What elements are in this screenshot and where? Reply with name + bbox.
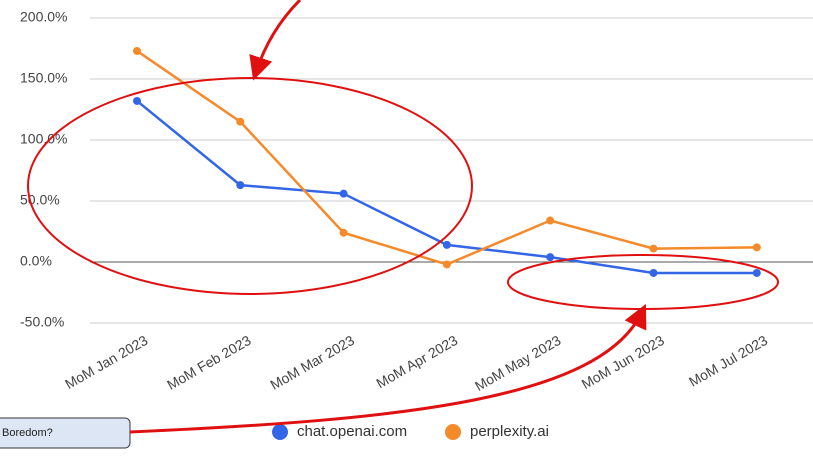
x-tick-label: MoM Apr 2023 <box>373 332 460 391</box>
annotation-box <box>0 417 131 449</box>
data-point <box>546 253 555 262</box>
legend-label: perplexity.ai <box>470 423 549 440</box>
x-tick-label: MoM Feb 2023 <box>164 332 254 393</box>
series-line <box>136 49 757 266</box>
arrow <box>249 0 302 81</box>
data-point <box>546 216 555 225</box>
data-point <box>649 268 658 277</box>
data-point <box>442 260 451 269</box>
data-point <box>133 46 141 55</box>
y-tick-label: 200.0% <box>20 9 67 25</box>
y-tick-label: 50.0% <box>20 192 60 208</box>
data-point <box>752 268 761 277</box>
x-tick-label: MoM Mar 2023 <box>267 332 357 393</box>
data-point <box>133 96 141 105</box>
arrow <box>129 303 647 434</box>
data-point <box>339 228 348 237</box>
data-point <box>649 244 658 253</box>
y-tick-label: 0.0% <box>20 253 52 269</box>
legend-label: chat.openai.com <box>297 423 407 440</box>
y-tick-label: -50.0% <box>20 314 64 330</box>
data-point <box>236 117 245 126</box>
legend-swatch <box>272 424 288 440</box>
legend-swatch <box>445 424 461 440</box>
plot-area: -50.0% 0.0% 50.0% 100.0% 150.0% 200.0% MoM Jan… <box>20 9 813 440</box>
x-tick-label: MoM Jan 2023 <box>62 332 150 392</box>
data-point <box>236 181 245 190</box>
data-point <box>339 189 348 198</box>
x-tick-label: MoM Jul 2023 <box>686 332 770 390</box>
data-point <box>442 240 451 249</box>
x-tick-label: MoM May 2023 <box>472 332 564 394</box>
y-tick-label: 150.0% <box>20 70 67 86</box>
annotation-text: Boredom? <box>2 427 53 439</box>
y-tick-label: 100.0% <box>20 131 67 147</box>
highlight-ellipse <box>507 254 779 310</box>
data-point <box>752 243 761 252</box>
